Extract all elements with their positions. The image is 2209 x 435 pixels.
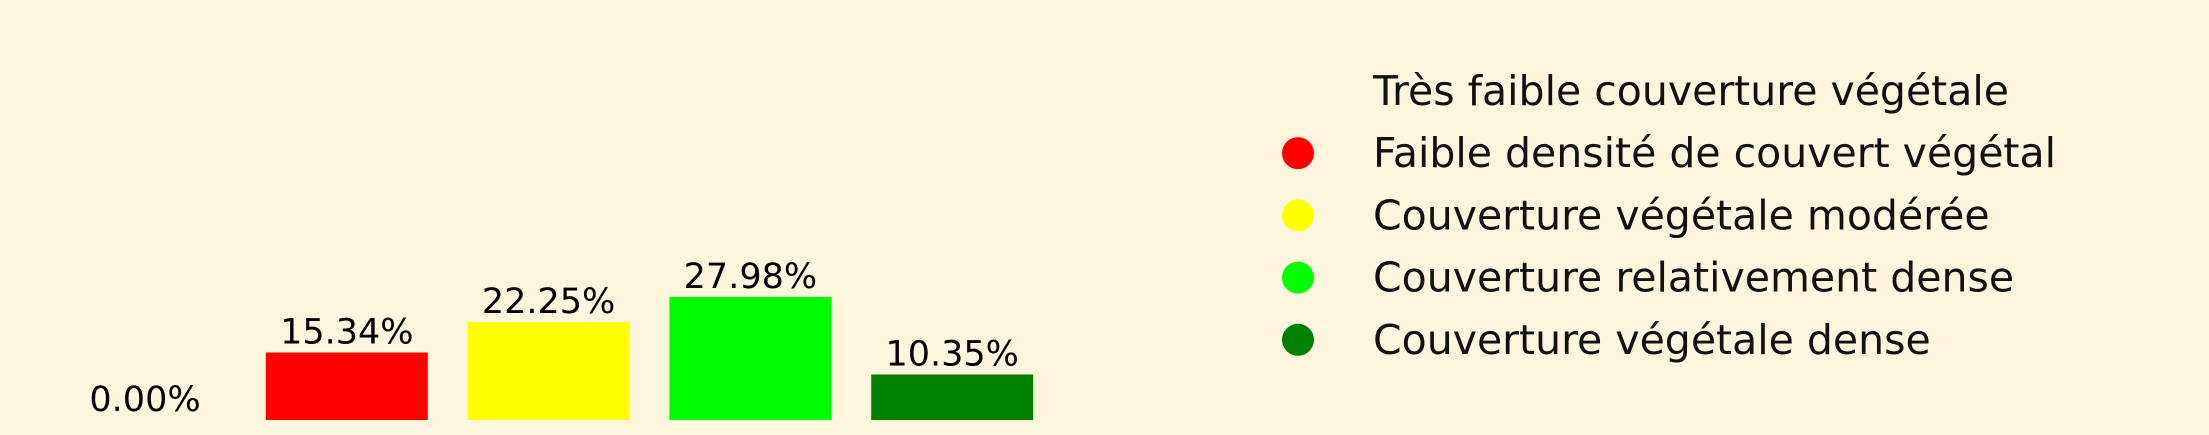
bar-2 <box>265 352 428 420</box>
bars-group <box>265 296 1034 420</box>
bar-value-label-2: 15.34% <box>280 313 413 353</box>
legend-marker-2 <box>1282 137 1314 170</box>
legend-label-1: Très faible couverture végétale <box>1372 67 2009 115</box>
bar-5 <box>871 374 1034 420</box>
legend-item-1: Très faible couverture végétale <box>1282 67 2009 115</box>
legend-label-5: Couverture végétale dense <box>1373 316 1931 364</box>
legend-item-2: Faible densité de couvert végétal <box>1282 129 2056 177</box>
legend-marker-4 <box>1282 261 1314 294</box>
legend-marker-5 <box>1282 323 1314 356</box>
legend-item-5: Couverture végétale dense <box>1282 316 1931 364</box>
legend-label-3: Couverture végétale modérée <box>1373 191 1990 239</box>
legend-marker-3 <box>1282 199 1314 232</box>
legend-label-2: Faible densité de couvert végétal <box>1373 129 2056 177</box>
bar-labels-group: 0.00% 15.34% 22.25% 27.98% 10.35% <box>89 257 1019 420</box>
legend-marker-1 <box>1282 75 1314 107</box>
legend-item-3: Couverture végétale modérée <box>1282 191 1990 239</box>
legend: Très faible couverture végétale Faible de… <box>1282 67 2056 364</box>
legend-item-4: Couverture relativement dense <box>1282 254 2014 302</box>
bar-3 <box>467 322 630 420</box>
bar-value-label-3: 22.25% <box>482 282 615 322</box>
bar-value-label-4: 27.98% <box>684 257 817 297</box>
legend-label-4: Couverture relativement dense <box>1373 254 2014 302</box>
bar-value-label-1: 0.00% <box>89 380 200 420</box>
bar-4 <box>669 296 832 420</box>
bar-value-label-5: 10.35% <box>885 335 1018 375</box>
